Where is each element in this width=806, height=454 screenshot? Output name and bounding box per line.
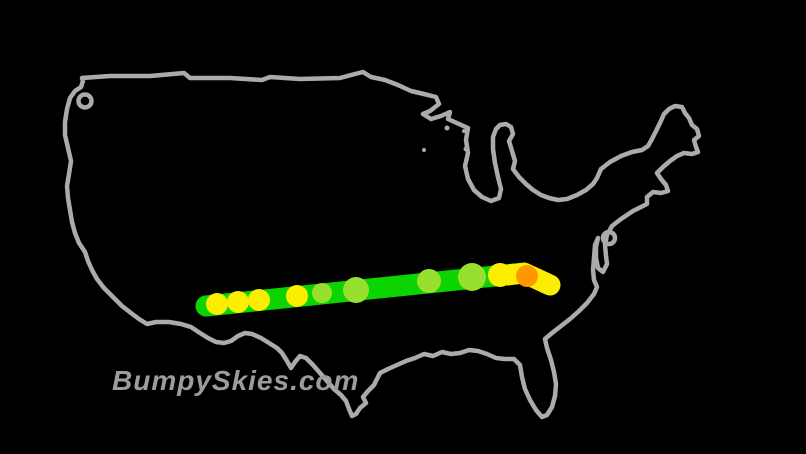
- turbulence-dot-light_moderate: [227, 291, 249, 313]
- island-speck: [422, 148, 426, 152]
- island-speck: [463, 146, 469, 152]
- turbulence-dot-light: [458, 263, 486, 291]
- chesapeake-bay-loop: [600, 229, 618, 247]
- turbulence-dot-light_moderate: [206, 293, 228, 315]
- island-speck: [462, 129, 466, 133]
- turbulence-dot-light_moderate: [488, 263, 512, 287]
- great-lakes-islands: [422, 125, 469, 152]
- us-map-outline: [62, 69, 702, 420]
- turbulence-dot-light: [312, 283, 332, 303]
- turbulence-dot-moderate: [516, 265, 538, 287]
- turbulence-dot-light_moderate: [248, 289, 270, 311]
- bumpyskies-watermark: BumpySkies.com: [112, 365, 360, 396]
- puget-sound-loop: [76, 92, 94, 110]
- flight-route-track: [195, 262, 561, 317]
- turbulence-dot-light_moderate: [286, 285, 308, 307]
- turbulence-dot-light: [417, 269, 441, 293]
- turbulence-dot-light: [343, 277, 369, 303]
- island-speck: [444, 125, 450, 131]
